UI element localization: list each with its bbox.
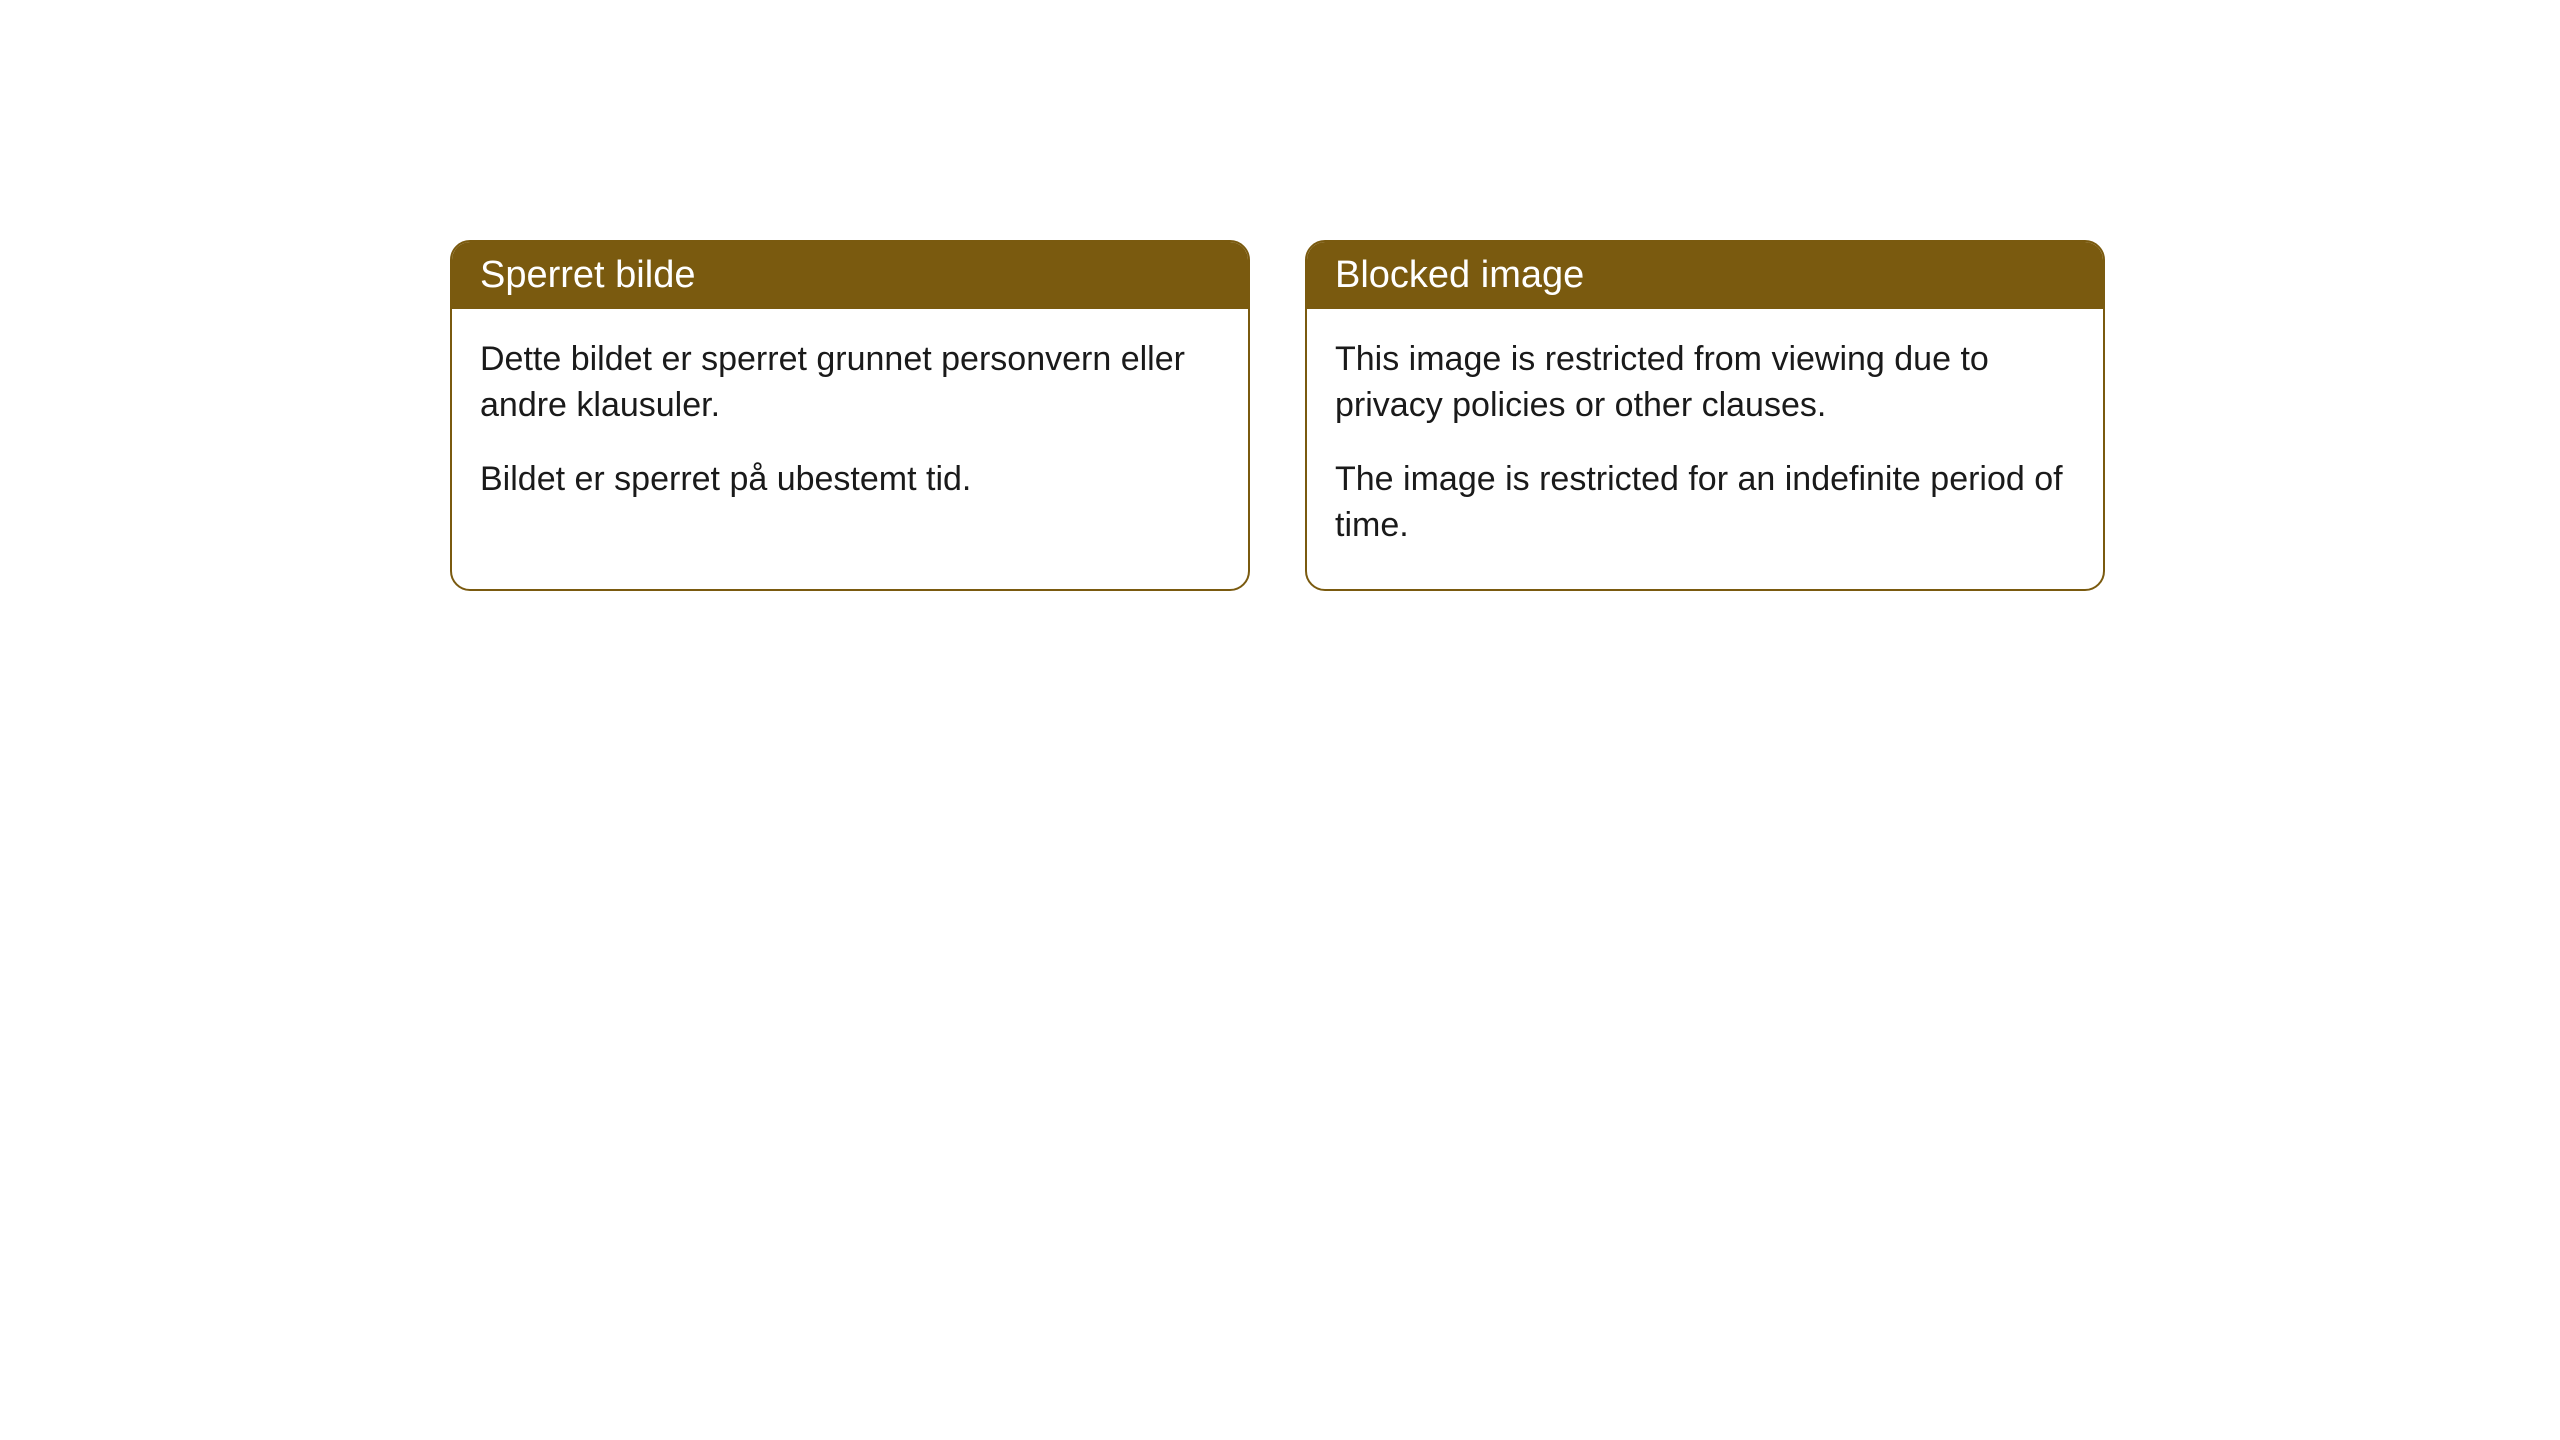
cards-container: Sperret bilde Dette bildet er sperret gr…: [450, 240, 2105, 591]
blocked-image-card-norwegian: Sperret bilde Dette bildet er sperret gr…: [450, 240, 1250, 591]
blocked-image-card-english: Blocked image This image is restricted f…: [1305, 240, 2105, 591]
card-header-norwegian: Sperret bilde: [452, 242, 1248, 309]
card-body-english: This image is restricted from viewing du…: [1307, 309, 2103, 589]
card-paragraph-1: Dette bildet er sperret grunnet personve…: [480, 337, 1220, 429]
card-paragraph-2: The image is restricted for an indefinit…: [1335, 457, 2075, 549]
card-body-norwegian: Dette bildet er sperret grunnet personve…: [452, 309, 1248, 543]
card-paragraph-2: Bildet er sperret på ubestemt tid.: [480, 457, 1220, 503]
card-title: Sperret bilde: [480, 254, 695, 296]
card-paragraph-1: This image is restricted from viewing du…: [1335, 337, 2075, 429]
card-header-english: Blocked image: [1307, 242, 2103, 309]
card-title: Blocked image: [1335, 254, 1584, 296]
